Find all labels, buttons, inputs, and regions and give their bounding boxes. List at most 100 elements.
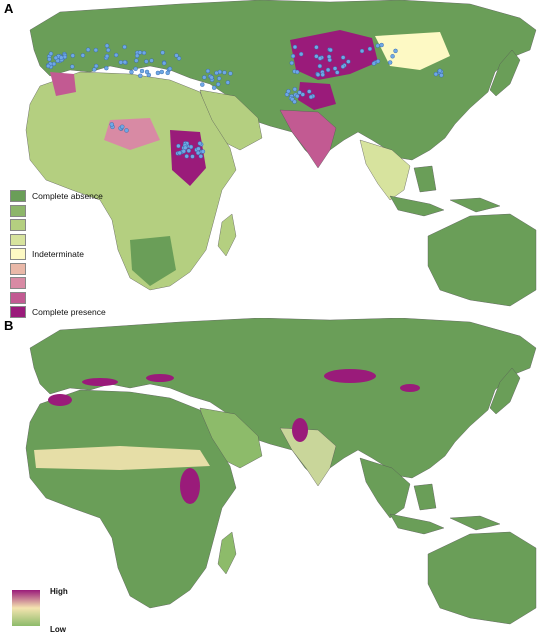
legend-swatch	[10, 277, 26, 289]
occurrence-point	[183, 145, 188, 150]
legend-swatch	[10, 190, 26, 202]
legend-label: Indeterminate	[32, 249, 84, 259]
panel-b-map: B	[0, 318, 538, 638]
occurrence-point	[177, 150, 182, 156]
occurrence-point	[120, 124, 125, 130]
occurrence-point	[209, 75, 214, 80]
legend-low-label: Low	[50, 625, 66, 634]
australia-landmass	[427, 213, 537, 307]
legend-high-label: High	[50, 587, 68, 596]
occurrence-point	[439, 73, 444, 78]
occurrence-point	[176, 143, 181, 149]
seasia-landmass	[359, 457, 411, 519]
occurrence-point	[332, 66, 338, 71]
occurrence-point	[211, 85, 217, 90]
occurrence-point	[346, 59, 351, 64]
occurrence-point	[124, 128, 129, 133]
pakistan-patch	[298, 82, 336, 110]
occurrence-point	[188, 144, 194, 150]
panel-a-map: A Complete absence Indeterminate Complet…	[0, 0, 538, 318]
occurrence-point	[393, 48, 398, 54]
occurrence-point	[190, 154, 195, 159]
occurrence-point	[300, 92, 305, 97]
occurrence-point	[104, 65, 109, 71]
africa-landmass	[25, 71, 237, 291]
occurrence-point	[62, 54, 68, 60]
occurrence-point	[307, 89, 312, 94]
occurrence-point	[196, 146, 201, 151]
occurrence-point	[104, 53, 110, 59]
occurrence-point	[308, 94, 314, 100]
occurrence-point	[222, 70, 227, 75]
panel-a-letter: A	[4, 1, 14, 16]
occurrence-point	[340, 55, 346, 60]
occurrence-point	[109, 122, 114, 127]
occurrence-points	[45, 42, 444, 159]
occurrence-point	[390, 54, 395, 59]
occurrence-point	[122, 60, 128, 65]
occurrence-point	[217, 76, 222, 81]
occurrence-point	[184, 154, 189, 159]
panel-b-svg	[12, 318, 537, 626]
occurrence-point	[286, 89, 291, 94]
occurrence-point	[197, 141, 203, 146]
legend-label: Complete absence	[32, 191, 103, 201]
occurrence-point	[198, 154, 204, 159]
occurrence-point	[433, 71, 439, 77]
occurrence-point	[297, 90, 302, 95]
occurrence-point	[139, 68, 145, 74]
occurrence-point	[379, 42, 384, 48]
occurrence-point	[202, 75, 207, 80]
occurrence-point	[186, 148, 191, 153]
occurrence-point	[134, 58, 139, 63]
occurrence-point	[371, 61, 377, 66]
occurrence-point	[174, 53, 179, 58]
madagascar-landmass	[217, 531, 237, 575]
occurrence-point	[359, 48, 365, 54]
occurrence-point	[437, 68, 443, 73]
occurrence-point	[85, 47, 91, 52]
occurrence-point	[141, 50, 147, 56]
occurrence-point	[137, 50, 143, 55]
occurrence-point	[205, 68, 211, 74]
occurrence-point	[340, 64, 346, 69]
occurrence-point	[317, 63, 323, 69]
occurrence-point	[53, 55, 59, 61]
occurrence-point	[144, 69, 150, 75]
india-landmass	[279, 427, 337, 487]
suitability-hotspots	[48, 369, 420, 504]
indonesia-islands	[389, 483, 501, 535]
china-patch	[375, 32, 450, 70]
legend-swatch	[10, 219, 26, 231]
japan-landmass	[489, 367, 521, 415]
occurrence-point	[113, 52, 119, 58]
central-asia-patch	[290, 30, 378, 80]
occurrence-point	[122, 44, 127, 50]
india-landmass	[279, 109, 337, 169]
africa-landmass	[25, 389, 237, 609]
occurrence-point	[159, 69, 164, 75]
occurrence-point	[133, 66, 138, 72]
occurrence-point	[51, 61, 57, 67]
occurrence-point	[326, 54, 332, 59]
occurrence-point	[214, 70, 219, 76]
occurrence-point	[367, 46, 373, 52]
sahel-band	[34, 446, 210, 470]
occurrence-point	[228, 71, 233, 76]
occurrence-point	[387, 60, 393, 65]
occurrence-point	[176, 56, 182, 61]
occurrence-point	[225, 80, 231, 85]
occurrence-point	[290, 53, 296, 59]
occurrence-point	[47, 57, 52, 62]
occurrence-point	[161, 61, 167, 66]
occurrence-point	[289, 60, 294, 66]
madagascar-landmass	[217, 213, 237, 257]
occurrence-point	[80, 53, 86, 58]
occurrence-point	[216, 82, 221, 87]
occurrence-point	[320, 72, 325, 77]
occurrence-point	[70, 64, 75, 69]
occurrence-point	[70, 53, 75, 58]
legend-swatch	[10, 233, 26, 246]
occurrence-point	[106, 47, 111, 53]
occurrence-point	[59, 55, 64, 60]
